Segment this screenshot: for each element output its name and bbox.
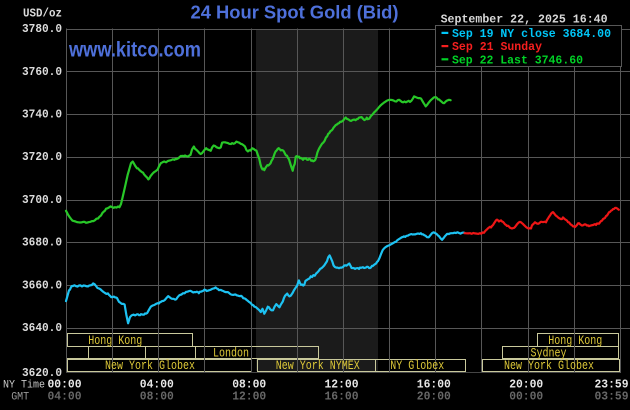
svg-text:12:00: 12:00 (232, 391, 266, 404)
svg-text:24 Hour Spot Gold (Bid): 24 Hour Spot Gold (Bid) (191, 2, 399, 22)
svg-text:12:00: 12:00 (325, 379, 359, 392)
svg-text:3620.0: 3620.0 (22, 367, 62, 380)
svg-text:New York NYMEX: New York NYMEX (276, 359, 360, 373)
svg-text:New York Globex: New York Globex (504, 359, 594, 373)
svg-text:08:00: 08:00 (232, 379, 266, 392)
svg-text:Hong Kong: Hong Kong (88, 334, 142, 348)
svg-text:NY Time: NY Time (3, 380, 45, 392)
svg-text:Sep 19 NY close 3684.00: Sep 19 NY close 3684.00 (452, 28, 611, 41)
svg-text:Sydney: Sydney (531, 347, 567, 361)
svg-text:3780.0: 3780.0 (22, 23, 62, 36)
svg-text:Sep 21 Sunday: Sep 21 Sunday (452, 41, 542, 54)
svg-text:Sep 22 Last 3746.60: Sep 22 Last 3746.60 (452, 54, 583, 67)
svg-text:3740.0: 3740.0 (22, 109, 62, 122)
svg-text:www.kitco.com: www.kitco.com (68, 39, 201, 62)
svg-text:00:00: 00:00 (509, 391, 543, 404)
svg-text:GMT: GMT (11, 392, 29, 404)
svg-text:September 22, 2025 16:40: September 22, 2025 16:40 (441, 13, 608, 26)
svg-text:23:59: 23:59 (595, 379, 629, 392)
svg-text:08:00: 08:00 (140, 391, 174, 404)
svg-text:3660.0: 3660.0 (22, 279, 62, 292)
svg-text:20:00: 20:00 (509, 379, 543, 392)
svg-text:New York Globex: New York Globex (105, 359, 195, 373)
svg-text:04:00: 04:00 (48, 391, 82, 404)
svg-text:Hong Kong: Hong Kong (548, 334, 602, 348)
svg-text:NY Globex: NY Globex (390, 359, 444, 373)
svg-text:USD/oz: USD/oz (23, 8, 62, 21)
svg-text:London: London (213, 347, 249, 361)
svg-text:3680.0: 3680.0 (22, 237, 62, 250)
svg-text:3700.0: 3700.0 (22, 194, 62, 207)
svg-text:3720.0: 3720.0 (22, 151, 62, 164)
svg-text:04:00: 04:00 (140, 379, 174, 392)
svg-text:03:59: 03:59 (595, 391, 629, 404)
svg-text:3640.0: 3640.0 (22, 322, 62, 335)
svg-text:16:00: 16:00 (325, 391, 359, 404)
svg-text:20:00: 20:00 (417, 391, 451, 404)
svg-text:00:00: 00:00 (48, 379, 82, 392)
svg-text:3760.0: 3760.0 (22, 66, 62, 79)
svg-text:16:00: 16:00 (417, 379, 451, 392)
